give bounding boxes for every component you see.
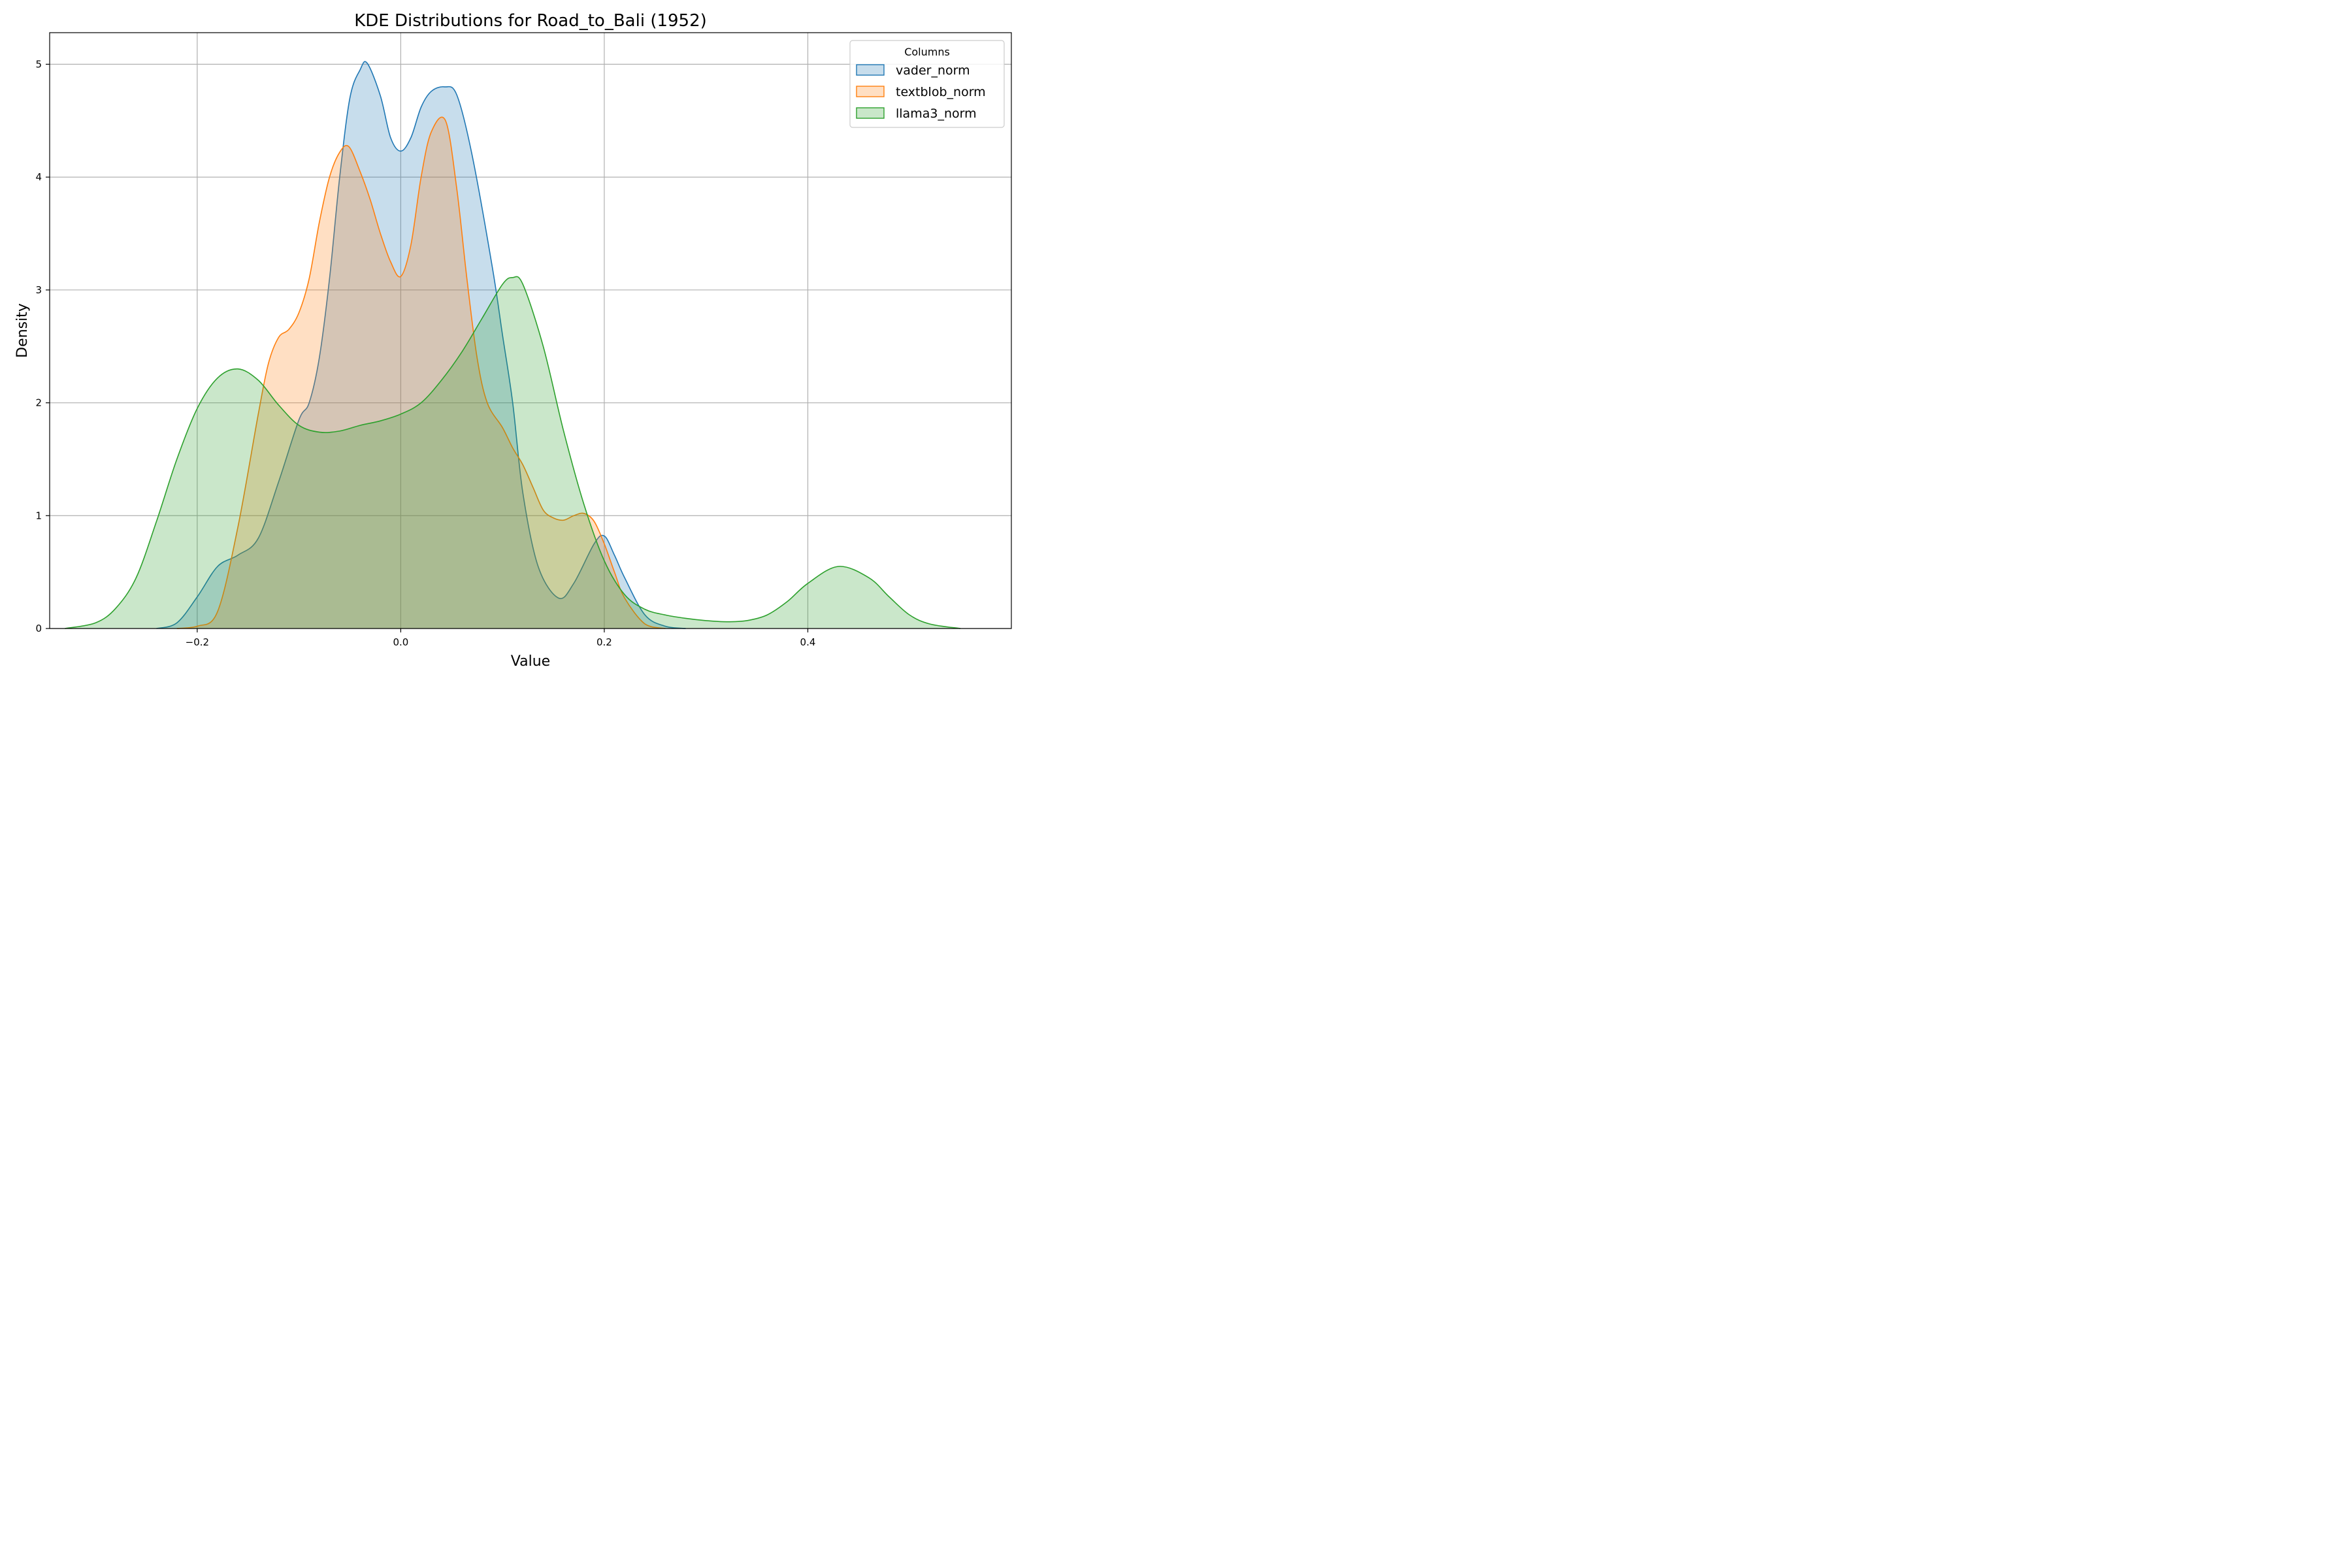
kde-chart: KDE Distributions for Road_to_Bali (1952… [0, 0, 1019, 679]
legend-label-textblob_norm: textblob_norm [896, 85, 986, 99]
y-tick-label: 0 [35, 623, 42, 634]
y-axis-title: Density [14, 303, 31, 358]
series-fill-vader_norm [156, 61, 686, 629]
series-line-vader_norm [156, 61, 686, 629]
x-tick-label: 0.4 [800, 636, 816, 648]
series-line-textblob_norm [176, 116, 666, 629]
y-tick-label: 3 [35, 284, 42, 296]
series-line-llama3_norm [65, 276, 961, 629]
legend-box [849, 40, 1005, 128]
legend-swatch-textblob_norm [856, 86, 885, 97]
legend-swatch-llama3_norm [856, 107, 885, 119]
legend: Columns vader_norm textblob_norm llama3_no… [849, 40, 1005, 128]
plot-frame [49, 32, 1012, 629]
tick-layer: −0.2 0.0 0.2 0.4 0 1 2 3 4 5 [35, 58, 815, 648]
y-tick-label: 5 [35, 58, 42, 70]
legend-label-vader_norm: vader_norm [896, 63, 970, 78]
y-tick-label: 1 [35, 510, 42, 521]
legend-title: Columns [904, 46, 950, 58]
x-tick-label: −0.2 [186, 636, 209, 648]
series-fill-llama3_norm [65, 276, 961, 629]
figure-background [0, 0, 1019, 679]
y-tick-label: 4 [35, 171, 42, 183]
chart-title: KDE Distributions for Road_to_Bali (1952… [354, 11, 707, 31]
x-tick-label: 0.0 [393, 636, 408, 648]
series-area-layer [65, 61, 961, 629]
legend-label-llama3_norm: llama3_norm [896, 106, 977, 121]
x-axis-title: Value [511, 653, 550, 670]
y-tick-label: 2 [35, 397, 42, 409]
legend-swatch-vader_norm [856, 64, 885, 76]
x-tick-label: 0.2 [596, 636, 612, 648]
series-fill-textblob_norm [176, 117, 666, 629]
